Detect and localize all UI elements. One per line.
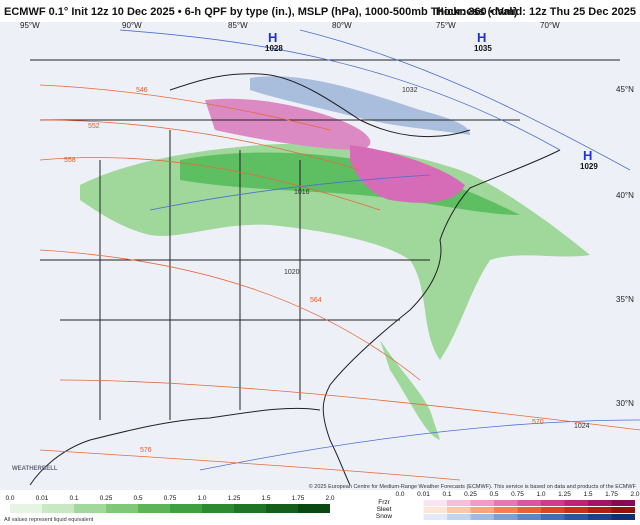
legend-tick: 1.0 — [536, 491, 545, 498]
legend-swatch — [611, 507, 635, 513]
legend-swatch — [447, 500, 471, 506]
high-value: 1035 — [474, 44, 492, 53]
legend-tick: 1.25 — [228, 495, 241, 502]
legend-tick: 0.75 — [164, 495, 177, 502]
legend-swatch — [494, 500, 518, 506]
legend-swatch — [298, 504, 330, 513]
legend-swatch — [234, 504, 266, 513]
thickness-label: 546 — [136, 87, 148, 94]
legend-note: All values represent liquid equivalent — [4, 517, 94, 523]
logo: WEATHERBELL — [12, 466, 58, 472]
thickness-label: 576 — [140, 447, 152, 454]
legend-swatch — [517, 514, 541, 520]
legend-swatch — [423, 507, 447, 513]
legend-tick: 0.5 — [133, 495, 142, 502]
legend-swatch — [470, 507, 494, 513]
legend-swatch — [106, 504, 138, 513]
legend-tick: 0.1 — [442, 491, 451, 498]
legend-swatch — [541, 514, 565, 520]
lon-label: 75°W — [436, 21, 456, 30]
legend-swatch — [564, 514, 588, 520]
isobar-label: 1020 — [284, 269, 300, 276]
type-label: Sleet — [377, 506, 392, 513]
legend-swatch — [74, 504, 106, 513]
high-symbol: H — [268, 30, 277, 45]
thickness-label: 558 — [64, 157, 76, 164]
legend-swatch — [423, 514, 447, 520]
lat-label: 30°N — [616, 399, 634, 408]
lon-label: 90°W — [122, 21, 142, 30]
legend-swatch — [541, 500, 565, 506]
lon-label: 70°W — [540, 21, 560, 30]
legend-swatch — [564, 507, 588, 513]
legend-swatch — [588, 507, 612, 513]
legend-swatch — [266, 504, 298, 513]
legend-swatch — [42, 504, 74, 513]
high-value: 1028 — [265, 44, 283, 53]
type-label: Frzr — [378, 499, 390, 506]
legend-tick: 0.01 — [36, 495, 49, 502]
legend-swatch — [517, 500, 541, 506]
legend-tick: 1.25 — [558, 491, 571, 498]
legend-swatch — [10, 504, 42, 513]
isobar-label: 1024 — [574, 423, 590, 430]
header-title: ECMWF 0.1° Init 12z 10 Dec 2025 • 6-h QP… — [4, 6, 518, 18]
lon-label: 80°W — [332, 21, 352, 30]
legend-swatch — [541, 507, 565, 513]
map-area — [0, 22, 640, 490]
lat-label: 35°N — [616, 295, 634, 304]
legend-swatch — [470, 500, 494, 506]
legend-tick: 1.0 — [197, 495, 206, 502]
legend-swatch — [447, 507, 471, 513]
legend-tick: 1.5 — [261, 495, 270, 502]
legend-tick: 1.75 — [292, 495, 305, 502]
header-bar — [0, 0, 640, 22]
legend-tick: 0.5 — [489, 491, 498, 498]
legend-tick: 0.25 — [464, 491, 477, 498]
legend-tick: 0.0 — [5, 495, 14, 502]
legend-swatch — [494, 507, 518, 513]
high-symbol: H — [477, 30, 486, 45]
type-label: Snow — [376, 513, 393, 520]
legend-swatch — [202, 504, 234, 513]
legend-swatch — [611, 514, 635, 520]
legend-swatch — [494, 514, 518, 520]
legend-tick: 1.75 — [605, 491, 618, 498]
isobar-label: 1032 — [402, 87, 418, 94]
lon-label: 95°W — [20, 21, 40, 30]
lon-label: 85°W — [228, 21, 248, 30]
credit: © 2025 European Centre for Medium-Range … — [309, 483, 637, 490]
legend-swatch — [517, 507, 541, 513]
isobar-label: 1016 — [294, 189, 310, 196]
legend-tick: 0.01 — [417, 491, 430, 498]
legend-swatch — [170, 504, 202, 513]
header-valid: Hour: 360 • Valid: 12z Thu 25 Dec 2025 — [436, 6, 636, 18]
legend-tick: 0.1 — [69, 495, 78, 502]
legend-swatch — [470, 514, 494, 520]
legend-swatch — [611, 500, 635, 506]
legend-tick: 2.0 — [630, 491, 639, 498]
legend-swatch — [588, 500, 612, 506]
legend-tick: 2.0 — [325, 495, 334, 502]
thickness-label: 552 — [88, 123, 100, 130]
legend-swatch — [138, 504, 170, 513]
thickness-label: 570 — [532, 419, 544, 426]
high-value: 1029 — [580, 162, 598, 171]
legend-swatch — [564, 500, 588, 506]
lat-label: 45°N — [616, 85, 634, 94]
legend-tick: 0.75 — [511, 491, 524, 498]
legend-tick: 1.5 — [583, 491, 592, 498]
legend-swatch — [588, 514, 612, 520]
high-symbol: H — [583, 148, 592, 163]
legend-tick: 0.25 — [100, 495, 113, 502]
lat-label: 40°N — [616, 191, 634, 200]
legend-swatch — [447, 514, 471, 520]
thickness-label: 564 — [310, 297, 322, 304]
legend-swatch — [423, 500, 447, 506]
legend-tick: 0.0 — [395, 491, 404, 498]
